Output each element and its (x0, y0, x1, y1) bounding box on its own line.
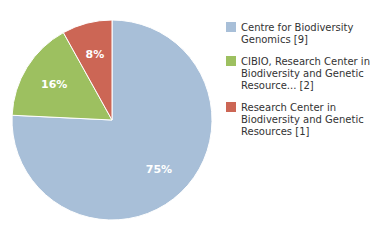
legend-item: Centre for BiodiversityGenomics [9] (226, 22, 354, 45)
data-label: 8% (86, 48, 105, 61)
legend-swatch (226, 22, 236, 32)
data-labels: 75% 16% 8% (41, 48, 172, 176)
legend-swatch (226, 56, 236, 66)
legend-label: CIBIO, Research Center inBiodiversity an… (241, 56, 370, 91)
legend-item: Research Center inBiodiversity and Genet… (226, 102, 364, 137)
legend-label: Research Center inBiodiversity and Genet… (241, 102, 364, 137)
pie (12, 20, 212, 220)
legend-swatch (226, 102, 236, 112)
pie-slice (12, 20, 212, 220)
legend-item: CIBIO, Research Center inBiodiversity an… (226, 56, 370, 91)
data-label: 75% (146, 163, 172, 176)
data-label: 16% (41, 78, 67, 91)
legend-label: Centre for BiodiversityGenomics [9] (241, 22, 354, 45)
legend: Centre for BiodiversityGenomics [9] CIBIO… (226, 22, 370, 137)
chart: 75% 16% 8% Centre for BiodiversityGenomics … (0, 0, 380, 240)
pie-slice (63, 20, 112, 120)
